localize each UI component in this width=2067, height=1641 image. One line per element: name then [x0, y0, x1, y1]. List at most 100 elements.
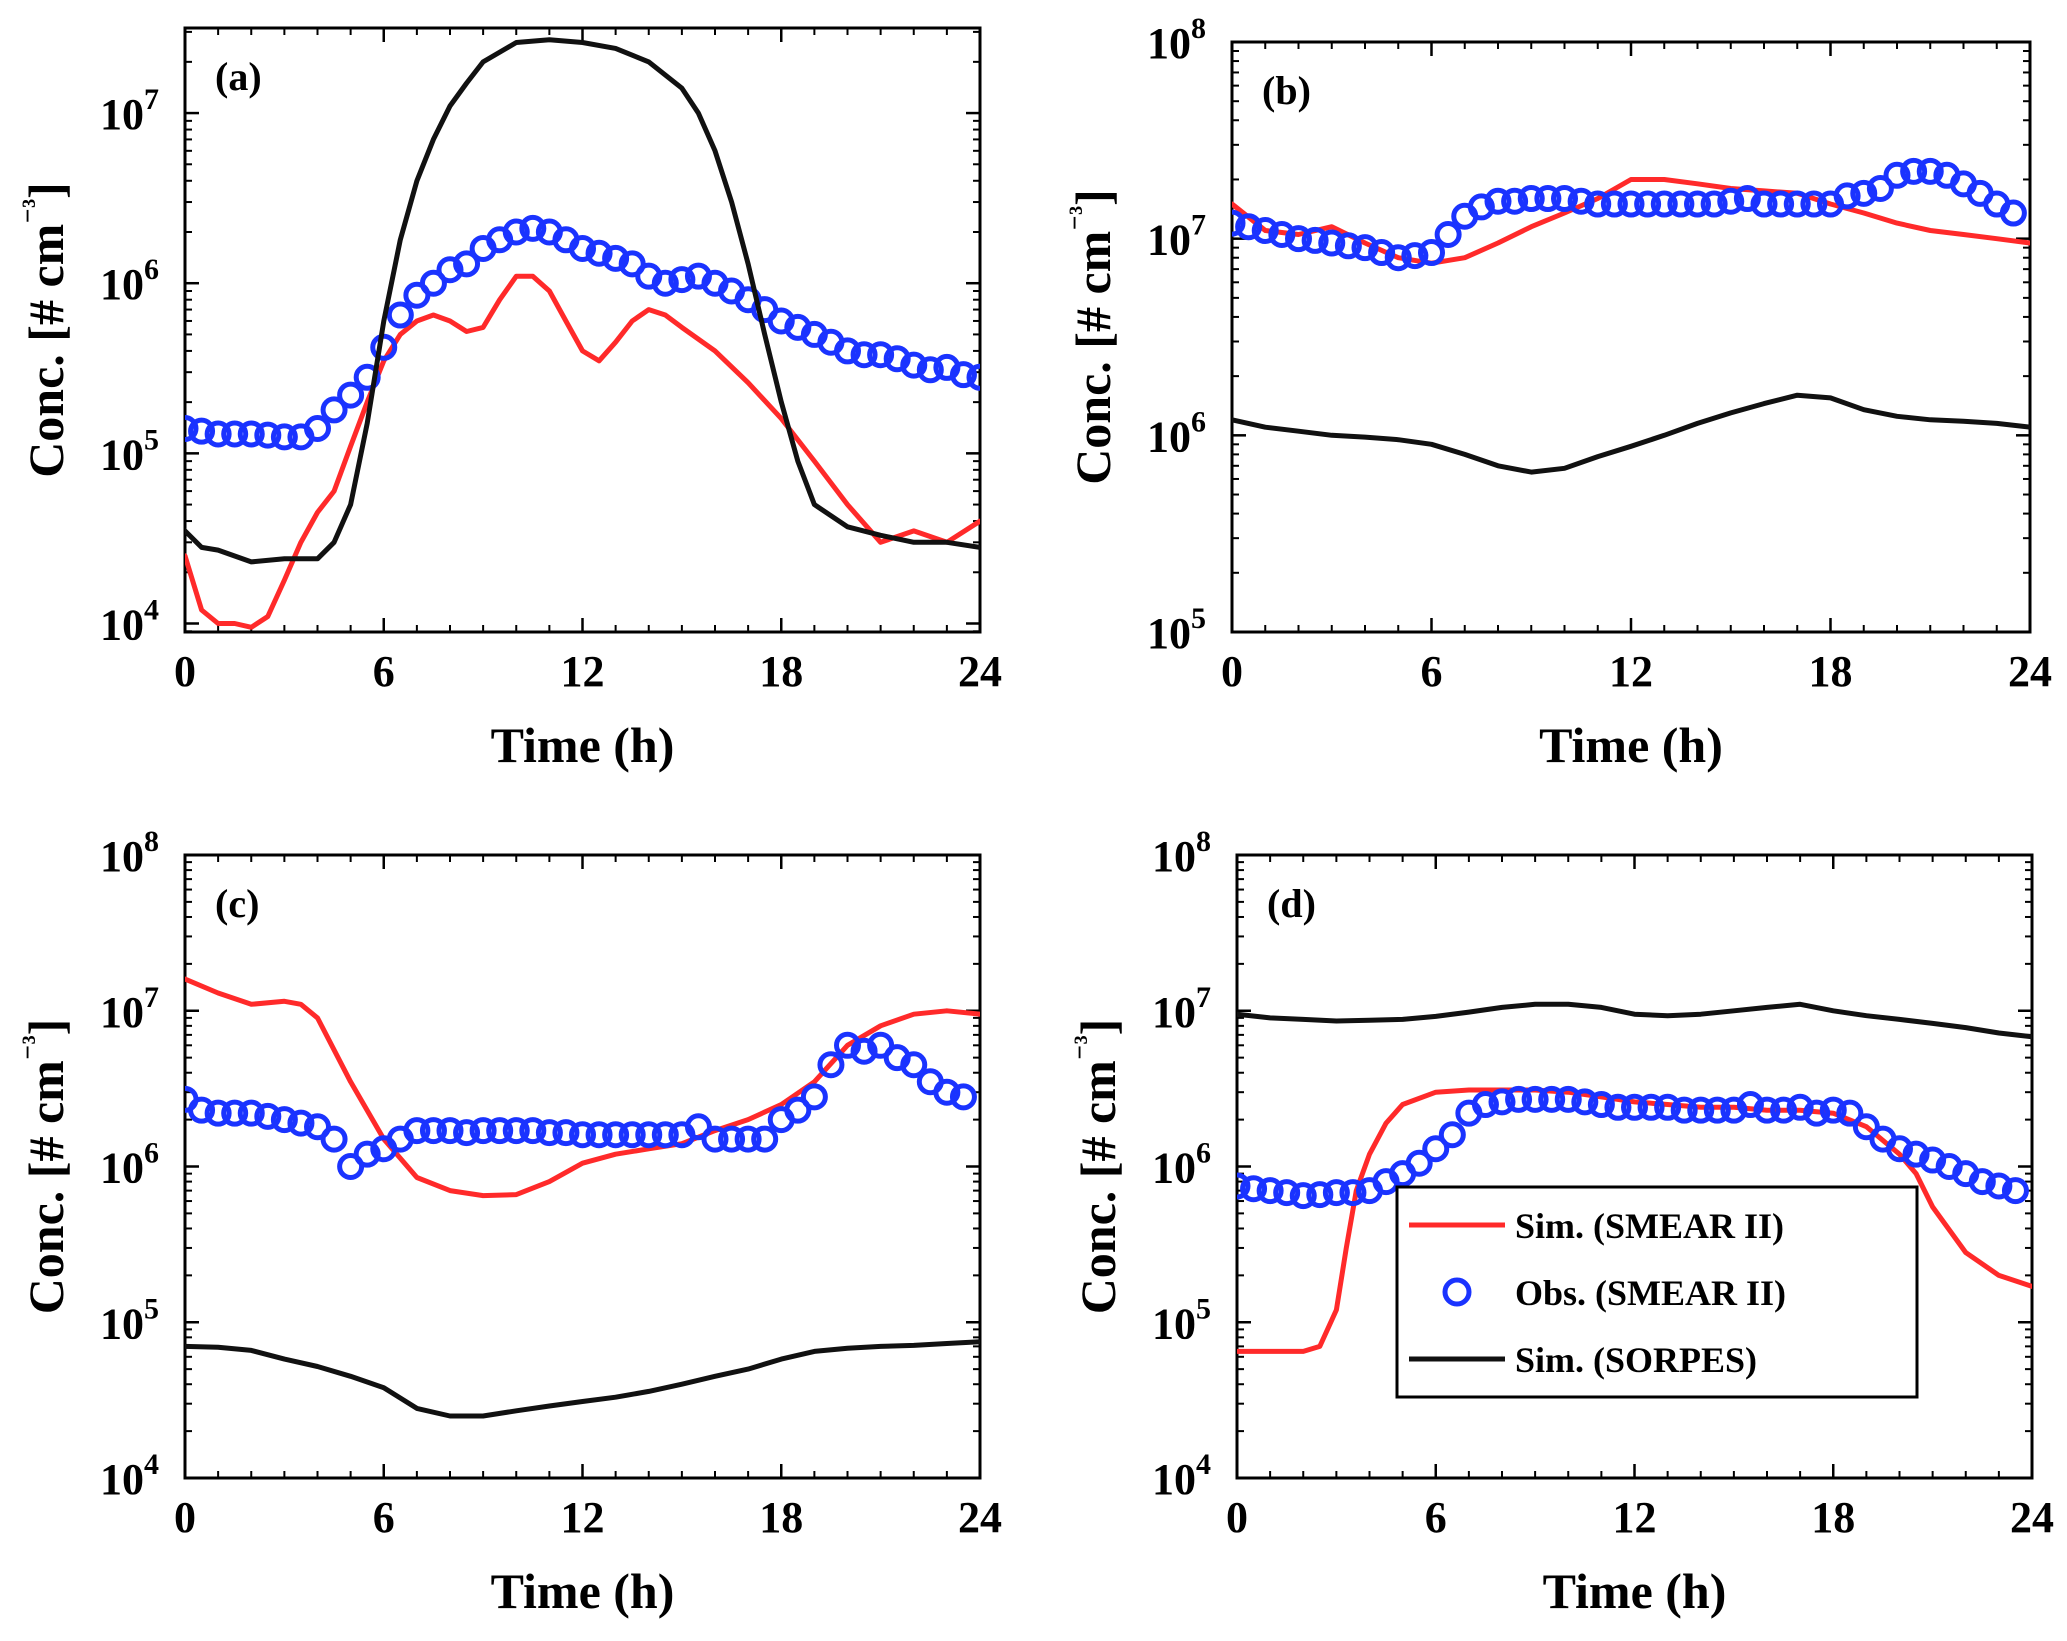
data-point [767, 307, 795, 335]
data-point [618, 1121, 646, 1149]
panel-label: (c) [215, 881, 259, 926]
data-point [419, 1117, 447, 1145]
data-point [237, 420, 265, 448]
legend-box [1395, 1185, 1919, 1399]
data-point [1339, 1179, 1367, 1207]
legend-entry: Obs. (SMEAR II) [1442, 1273, 1786, 1313]
y-axis: 105 106 107 108 [1147, 12, 2030, 658]
y-axis-label: Conc. [# cm⁻³] [1064, 189, 1121, 485]
data-point [1285, 225, 1312, 253]
data-point [1384, 244, 1412, 272]
data-point [1753, 1096, 1781, 1124]
data-point [1617, 190, 1645, 218]
data-point [635, 1121, 663, 1149]
data-point [949, 1083, 977, 1111]
data-point [668, 266, 696, 294]
legend-entry: Sim. (SMEAR II) [1409, 1206, 1784, 1246]
legend: Sim. (SMEAR II) Obs. (SMEAR II) Sim. (SORP… [1395, 1185, 1919, 1399]
data-point [486, 1117, 514, 1145]
data-point [1736, 1091, 1764, 1119]
series-line-sim-smear-ii [185, 273, 980, 630]
data-point [1750, 190, 1778, 218]
series-obs-smear-ii [185, 214, 980, 451]
x-tick-label: 18 [1809, 647, 1853, 696]
series-line-sim-sorpes [185, 37, 980, 565]
legend-label: Sim. (SORPES) [1515, 1340, 1757, 1380]
data-point [453, 1119, 481, 1147]
data-point [800, 1083, 828, 1111]
data-point [1306, 1181, 1334, 1209]
legend-label: Obs. (SMEAR II) [1515, 1273, 1786, 1313]
data-point [1554, 1085, 1582, 1113]
panel-2: 0 6 12 18 24 105 106 107 108 Time (h) Conc. [# cm⁻… [1064, 12, 2052, 773]
x-tick-label: 24 [958, 647, 1002, 696]
x-tick-label: 0 [1226, 1493, 1248, 1542]
legend-label: Sim. (SMEAR II) [1515, 1206, 1784, 1246]
data-point [1803, 1099, 1831, 1127]
x-tick-label: 6 [1421, 647, 1443, 696]
y-tick-label: 107 [1152, 981, 1211, 1037]
data-point [1232, 209, 1246, 237]
y-tick-label: 108 [1152, 825, 1211, 881]
data-point [403, 1117, 431, 1145]
data-point [1571, 1088, 1599, 1116]
data-point [1836, 1099, 1864, 1127]
data-point [1351, 234, 1379, 262]
x-axis: 0 6 12 18 24 [1226, 855, 2054, 1542]
data-point [1301, 226, 1329, 254]
data-point [569, 1121, 596, 1149]
data-point [1268, 220, 1296, 248]
plot-frame [183, 853, 982, 1480]
data-point [1819, 1096, 1847, 1124]
data-point [502, 218, 530, 246]
x-tick-label: 0 [1221, 647, 1243, 696]
data-point [1985, 1172, 2013, 1200]
data-point [1484, 187, 1512, 215]
data-point [1916, 157, 1944, 185]
data-point [386, 301, 414, 329]
data-point [1786, 1093, 1814, 1121]
data-point [1720, 1096, 1748, 1124]
data-point [270, 1106, 298, 1134]
data-point [237, 1099, 265, 1127]
data-point [1650, 190, 1678, 218]
data-point [535, 1119, 563, 1147]
data-point [221, 420, 249, 448]
data-point [320, 396, 348, 424]
data-point [784, 1096, 812, 1124]
data-point [850, 1037, 878, 1065]
panel-3: 0 6 12 18 24 104 105 106 107 108 Time (h) Conc. [# … [17, 825, 1002, 1619]
data-point [1900, 157, 1928, 185]
data-point [1902, 1140, 1930, 1168]
data-point [933, 1078, 961, 1106]
series-group [185, 976, 980, 1419]
data-point [1850, 179, 1878, 207]
data-point [1687, 1096, 1715, 1124]
y-tick-label: 105 [1147, 602, 1206, 658]
x-tick-label: 12 [1609, 647, 1653, 696]
data-point [185, 414, 199, 442]
data-point [817, 1051, 845, 1079]
data-point [337, 1153, 365, 1180]
x-axis-label: Time (h) [491, 1563, 675, 1619]
data-point [1767, 190, 1795, 218]
y-tick-label: 105 [100, 423, 159, 479]
data-point [949, 361, 977, 389]
data-point [353, 1140, 381, 1168]
x-tick-label: 18 [759, 647, 803, 696]
data-point [1584, 190, 1612, 218]
y-tick-label: 106 [1152, 1137, 1211, 1193]
data-point [1368, 239, 1396, 267]
panel-4: 0 6 12 18 24 104 105 106 107 108 Time (h) Conc. [# … [1069, 825, 2054, 1619]
data-point [1800, 190, 1828, 218]
y-tick-label: 106 [100, 1137, 159, 1193]
data-point [966, 363, 980, 391]
data-point [900, 351, 928, 379]
x-tick-label: 0 [174, 647, 196, 696]
data-point [1401, 242, 1429, 270]
data-point [1667, 190, 1695, 218]
data-point [1422, 1135, 1450, 1163]
data-point [1488, 1088, 1516, 1116]
panel-label: (b) [1262, 68, 1311, 113]
data-point [1866, 174, 1894, 202]
